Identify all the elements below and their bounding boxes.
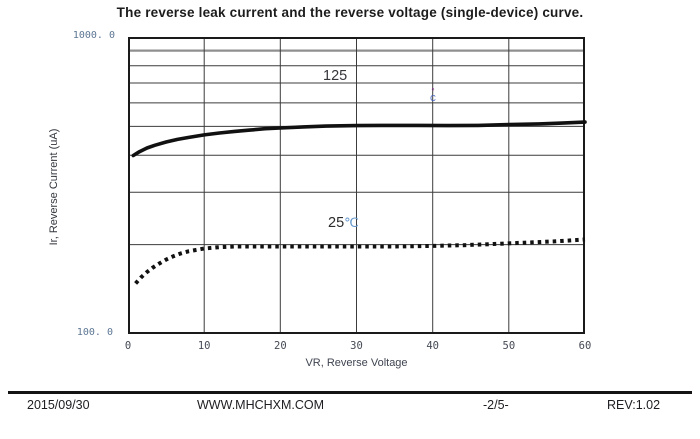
x-tick-label-40: 40 [426,340,439,352]
curve-label-25c: 25℃ [328,215,359,231]
x-axis-title: VR, Reverse Voltage [305,357,408,369]
series-125C [131,120,587,158]
y-axis-title: Ir, Reverse Current (uA) [48,128,60,246]
curve-label-125c-degree-mark: ° C [429,87,437,103]
plot-border [128,37,585,334]
footer-page-number: -2/5- [483,398,509,412]
x-tick-label-0: 0 [124,340,132,352]
x-tick-label-20: 20 [274,340,287,352]
footer-revision: REV:1.02 [607,398,661,412]
y-axis-bottom-tick-label: 100. 0 [76,327,113,338]
footer-date: 2015/09/30 [27,398,90,412]
curve-label-25c-number: 25 [328,215,345,231]
degree-symbol: ° [431,87,435,96]
footer-website: WWW.MHCHXM.COM [197,398,325,412]
curve-label-125c: 125 [323,68,348,84]
celsius-letter: C [430,94,436,103]
x-tick-label-30: 30 [350,340,363,352]
y-axis-top-tick-label: 1000. 0 [72,30,115,41]
footer-divider-line [8,391,692,394]
x-tick-label-50: 50 [502,340,516,352]
series-25C [134,237,586,285]
plot-area [128,37,587,334]
x-tick-label-10: 10 [197,340,211,352]
x-tick-label-60: 60 [578,340,592,352]
plot-canvas [128,37,587,334]
curve-label-25c-degree: ℃ [344,215,359,230]
chart-title: The reverse leak current and the reverse… [116,5,584,20]
